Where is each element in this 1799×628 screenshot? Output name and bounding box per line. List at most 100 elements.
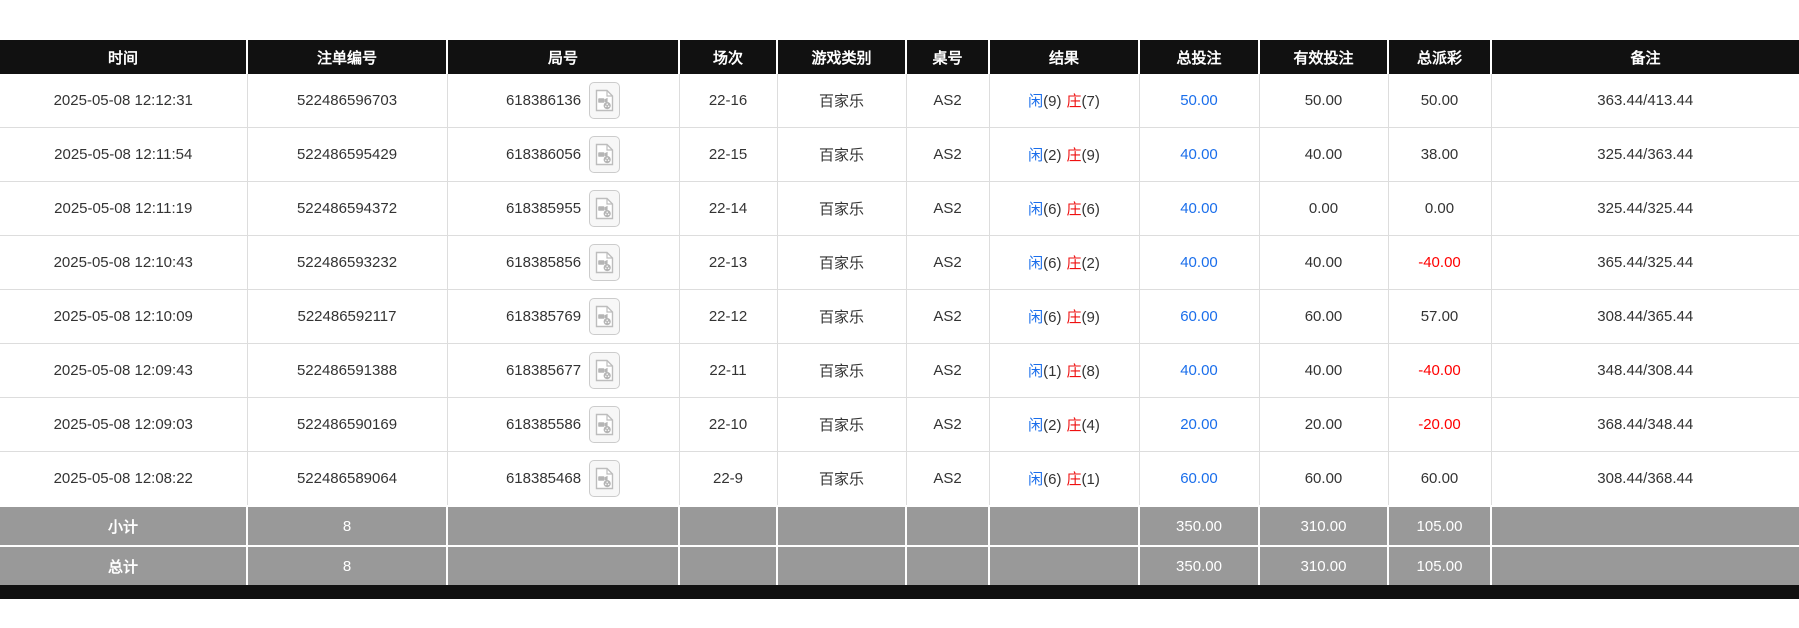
result-player-label: 闲 xyxy=(1028,309,1044,326)
round-id-text: 618385769 xyxy=(505,308,582,325)
result-banker-points: (8) xyxy=(1081,363,1100,380)
cell-remark: 308.44/365.44 xyxy=(1490,289,1799,344)
result-player-points: (6) xyxy=(1043,309,1062,326)
total-empty-session xyxy=(678,545,777,585)
cell-round-id: 618385586 xyxy=(446,397,680,452)
video-replay-button[interactable] xyxy=(589,82,621,119)
cell-round-id: 618385955 xyxy=(446,181,680,236)
result-player-label: 闲 xyxy=(1028,471,1044,488)
result-banker-label: 庄 xyxy=(1066,201,1082,218)
cell-total-bet[interactable]: 50.00 xyxy=(1138,74,1260,128)
cell-table-no: AS2 xyxy=(905,451,990,507)
total-total-bet: 350.00 xyxy=(1138,545,1259,585)
cell-round-id: 618385856 xyxy=(446,235,680,290)
video-replay-button[interactable] xyxy=(589,244,621,281)
cell-bet-id: 522486592117 xyxy=(246,289,448,344)
cell-remark: 363.44/413.44 xyxy=(1490,74,1799,128)
cell-table-no: AS2 xyxy=(905,343,990,398)
cell-round-id: 618386136 xyxy=(446,74,680,128)
table-bottom-bar xyxy=(0,585,1799,599)
cell-valid-bet: 20.00 xyxy=(1258,397,1389,452)
cell-time: 2025-05-08 12:12:31 xyxy=(0,74,248,128)
video-replay-button[interactable] xyxy=(589,460,621,497)
table-row: 2025-05-08 12:10:09 522486592117 6183857… xyxy=(0,289,1799,344)
table-row: 2025-05-08 12:08:22 522486589064 6183854… xyxy=(0,451,1799,507)
cell-game-type: 百家乐 xyxy=(776,127,907,182)
round-id-text: 618385586 xyxy=(505,416,582,433)
cell-session: 22-9 xyxy=(678,451,778,507)
cell-time: 2025-05-08 12:11:54 xyxy=(0,127,248,182)
result-player-points: (6) xyxy=(1043,471,1062,488)
video-replay-button[interactable] xyxy=(589,406,621,443)
cell-time: 2025-05-08 12:08:22 xyxy=(0,451,248,507)
total-empty-table xyxy=(905,545,989,585)
result-banker-label: 庄 xyxy=(1066,417,1082,434)
cell-total-bet[interactable]: 40.00 xyxy=(1138,127,1260,182)
total-valid-bet: 310.00 xyxy=(1258,545,1388,585)
cell-result: 闲(6) 庄(1) xyxy=(988,451,1140,507)
result-player-label: 闲 xyxy=(1028,147,1044,164)
cell-time: 2025-05-08 12:10:43 xyxy=(0,235,248,290)
cell-table-no: AS2 xyxy=(905,289,990,344)
cell-session: 22-13 xyxy=(678,235,778,290)
table-footer: 小计 8 350.00 310.00 105.00 总计 8 350.00 31… xyxy=(0,505,1799,585)
cell-payout: 50.00 xyxy=(1387,74,1492,128)
cell-table-no: AS2 xyxy=(905,235,990,290)
result-banker-label: 庄 xyxy=(1066,471,1082,488)
cell-total-bet[interactable]: 20.00 xyxy=(1138,397,1260,452)
table-body: 2025-05-08 12:12:31 522486596703 6183861… xyxy=(0,74,1799,507)
subtotal-empty-game xyxy=(776,505,906,546)
video-replay-button[interactable] xyxy=(589,298,621,335)
result-banker-points: (9) xyxy=(1081,309,1100,326)
cell-game-type: 百家乐 xyxy=(776,451,907,507)
cell-session: 22-15 xyxy=(678,127,778,182)
result-player-label: 闲 xyxy=(1028,417,1044,434)
video-replay-button[interactable] xyxy=(589,352,621,389)
video-file-icon xyxy=(595,89,614,112)
cell-session: 22-12 xyxy=(678,289,778,344)
cell-payout: -40.00 xyxy=(1387,235,1492,290)
subtotal-empty-result xyxy=(988,505,1139,546)
cell-remark: 368.44/348.44 xyxy=(1490,397,1799,452)
cell-total-bet[interactable]: 40.00 xyxy=(1138,343,1260,398)
cell-payout: -20.00 xyxy=(1387,397,1492,452)
cell-time: 2025-05-08 12:11:19 xyxy=(0,181,248,236)
cell-result: 闲(6) 庄(6) xyxy=(988,181,1140,236)
cell-round-id: 618386056 xyxy=(446,127,680,182)
col-header-round-id: 局号 xyxy=(446,40,679,74)
cell-valid-bet: 40.00 xyxy=(1258,343,1389,398)
cell-valid-bet: 60.00 xyxy=(1258,451,1389,507)
cell-game-type: 百家乐 xyxy=(776,235,907,290)
result-player-label: 闲 xyxy=(1028,93,1044,110)
table-row: 2025-05-08 12:10:43 522486593232 6183858… xyxy=(0,235,1799,290)
cell-session: 22-11 xyxy=(678,343,778,398)
result-player-points: (6) xyxy=(1043,201,1062,218)
col-header-payout: 总派彩 xyxy=(1387,40,1491,74)
col-header-bet-id: 注单编号 xyxy=(246,40,447,74)
total-empty-result xyxy=(988,545,1139,585)
cell-total-bet[interactable]: 40.00 xyxy=(1138,181,1260,236)
video-replay-button[interactable] xyxy=(589,136,621,173)
cell-valid-bet: 60.00 xyxy=(1258,289,1389,344)
cell-result: 闲(9) 庄(7) xyxy=(988,74,1140,128)
result-player-label: 闲 xyxy=(1028,255,1044,272)
cell-round-id: 618385677 xyxy=(446,343,680,398)
cell-round-id: 618385769 xyxy=(446,289,680,344)
result-banker-label: 庄 xyxy=(1066,363,1082,380)
result-banker-label: 庄 xyxy=(1066,309,1082,326)
video-file-icon xyxy=(595,467,614,490)
cell-remark: 308.44/368.44 xyxy=(1490,451,1799,507)
cell-total-bet[interactable]: 40.00 xyxy=(1138,235,1260,290)
result-player-points: (2) xyxy=(1043,417,1062,434)
cell-time: 2025-05-08 12:10:09 xyxy=(0,289,248,344)
total-empty-round xyxy=(446,545,679,585)
video-replay-button[interactable] xyxy=(589,190,621,227)
round-id-text: 618385955 xyxy=(505,200,582,217)
subtotal-total-bet: 350.00 xyxy=(1138,505,1259,546)
subtotal-empty-remark xyxy=(1490,505,1799,546)
cell-total-bet[interactable]: 60.00 xyxy=(1138,451,1260,507)
video-file-icon xyxy=(595,197,614,220)
subtotal-row: 小计 8 350.00 310.00 105.00 xyxy=(0,505,1799,546)
cell-total-bet[interactable]: 60.00 xyxy=(1138,289,1260,344)
table-row: 2025-05-08 12:11:19 522486594372 6183859… xyxy=(0,181,1799,236)
